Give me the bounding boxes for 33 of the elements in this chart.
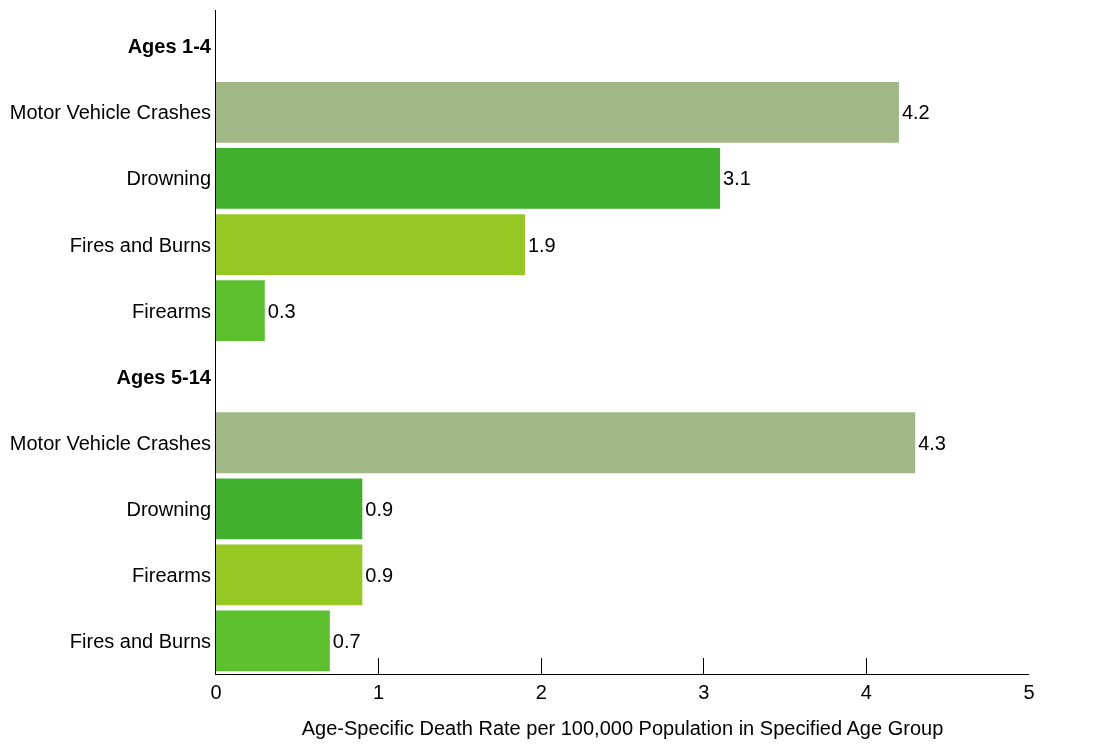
bar (216, 148, 721, 209)
y-tick-label: Drowning (126, 167, 211, 190)
x-tick-label: 4 (860, 681, 872, 703)
y-tick-label: Firearms (132, 299, 211, 322)
y-tick-label: Fires and Burns (69, 629, 211, 652)
data-label: 0.3 (267, 299, 296, 322)
bar (216, 280, 265, 342)
data-label: 0.9 (365, 497, 394, 520)
bar (216, 82, 899, 143)
y-tick-label: Fires and Burns (69, 233, 211, 256)
x-tick-label: 5 (1023, 681, 1035, 703)
bar (216, 214, 525, 275)
bar (216, 610, 330, 672)
data-label: 4.2 (901, 101, 930, 124)
y-tick-label: Ages 5-14 (116, 365, 212, 388)
y-tick-label: Drowning (126, 497, 211, 520)
y-tick-label: Motor Vehicle Crashes (9, 431, 211, 454)
x-axis-title: Age-Specific Death Rate per 100,000 Population in Specified Age Group (301, 716, 944, 739)
data-label: 1.9 (527, 233, 556, 256)
data-label: 0.9 (365, 563, 394, 586)
x-tick-label: 1 (373, 681, 385, 703)
x-tick-label: 2 (535, 681, 547, 703)
bar (216, 478, 363, 540)
data-label: 0.7 (332, 629, 361, 652)
y-tick-label: Firearms (132, 563, 211, 586)
data-label: 4.3 (918, 431, 946, 454)
bar (216, 412, 916, 474)
x-tick-label: 3 (698, 681, 710, 703)
y-tick-label: Ages 1-4 (127, 35, 212, 58)
y-tick-label: Motor Vehicle Crashes (9, 101, 211, 124)
bar (216, 544, 363, 606)
x-tick-label: 0 (210, 681, 222, 703)
data-label: 3.1 (723, 167, 751, 190)
